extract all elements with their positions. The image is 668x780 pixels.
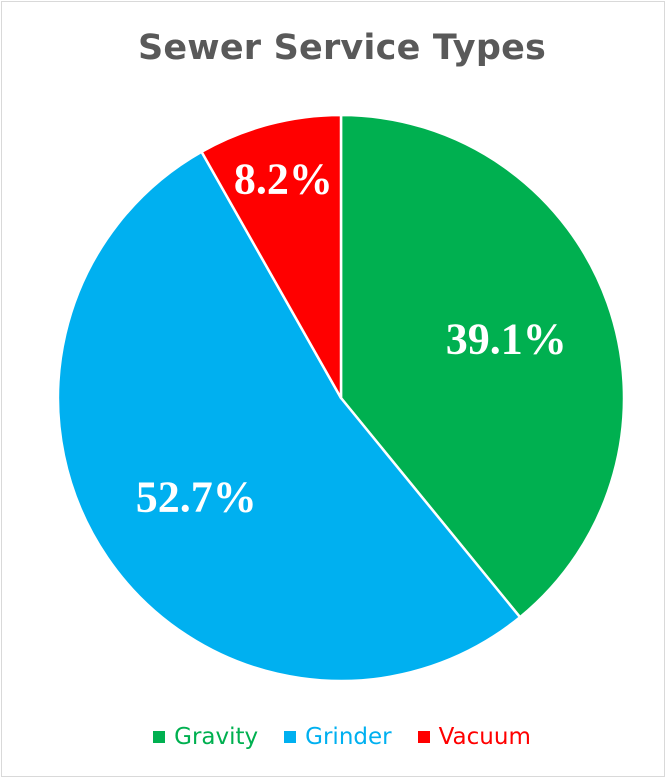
- legend-item-gravity: Gravity: [153, 724, 258, 750]
- data-label-vacuum: 8.2%: [234, 155, 333, 204]
- pie-data-labels: 39.1% 52.7% 8.2%: [136, 155, 567, 522]
- legend-item-grinder: Grinder: [284, 724, 392, 750]
- pie-chart: 39.1% 52.7% 8.2%: [56, 113, 626, 683]
- legend-swatch-grinder: [284, 731, 297, 743]
- chart-title: Sewer Service Types: [137, 28, 547, 68]
- legend-swatch-vacuum: [417, 731, 430, 743]
- data-label-grinder: 52.7%: [136, 473, 257, 522]
- pie-slice-gravity: [339, 113, 626, 619]
- chart-legend: Gravity Grinder Vacuum: [0, 724, 668, 750]
- data-label-gravity: 39.1%: [446, 315, 567, 364]
- legend-label-vacuum: Vacuum: [438, 724, 531, 750]
- legend-label-grinder: Grinder: [305, 724, 392, 750]
- legend-item-vacuum: Vacuum: [417, 724, 531, 750]
- pie-slices: [56, 113, 626, 683]
- pie-slice-vacuum: [200, 113, 343, 400]
- legend-label-gravity: Gravity: [174, 724, 259, 750]
- legend-swatch-gravity: [153, 731, 166, 743]
- pie-slice-grinder: [56, 150, 522, 683]
